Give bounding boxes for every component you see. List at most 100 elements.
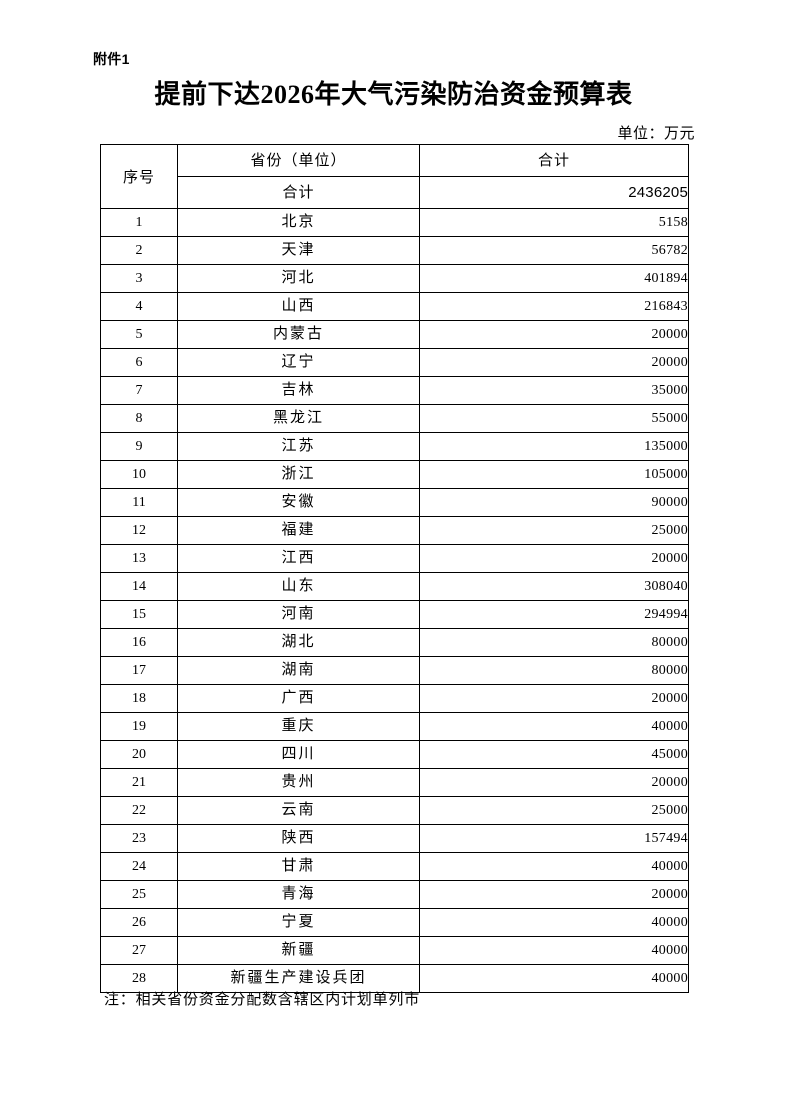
row-index: 1 bbox=[100, 208, 178, 237]
table-row: 8 黑龙江 55000 bbox=[100, 404, 689, 433]
row-index: 12 bbox=[100, 516, 178, 545]
row-index: 20 bbox=[100, 740, 178, 769]
row-index: 7 bbox=[100, 376, 178, 405]
table-row: 2 天津 56782 bbox=[100, 236, 689, 265]
row-index: 3 bbox=[100, 264, 178, 293]
column-header-province: 省份（单位） bbox=[177, 144, 420, 177]
table-row: 10 浙江 105000 bbox=[100, 460, 689, 489]
row-value: 294994 bbox=[419, 600, 689, 629]
row-value: 40000 bbox=[419, 936, 689, 965]
row-value: 401894 bbox=[419, 264, 689, 293]
table-row: 24 甘肃 40000 bbox=[100, 852, 689, 881]
row-province: 辽宁 bbox=[177, 348, 420, 377]
row-province: 广西 bbox=[177, 684, 420, 713]
row-province: 江西 bbox=[177, 544, 420, 573]
row-value: 90000 bbox=[419, 488, 689, 517]
row-index: 25 bbox=[100, 880, 178, 909]
row-province: 江苏 bbox=[177, 432, 420, 461]
row-index: 17 bbox=[100, 656, 178, 685]
row-index: 22 bbox=[100, 796, 178, 825]
table-row: 12 福建 25000 bbox=[100, 516, 689, 545]
total-row-value: 2436205 bbox=[419, 176, 689, 209]
table-row: 22 云南 25000 bbox=[100, 796, 689, 825]
row-province: 云南 bbox=[177, 796, 420, 825]
row-value: 308040 bbox=[419, 572, 689, 601]
row-value: 45000 bbox=[419, 740, 689, 769]
row-index: 18 bbox=[100, 684, 178, 713]
row-value: 25000 bbox=[419, 796, 689, 825]
table-row: 19 重庆 40000 bbox=[100, 712, 689, 741]
row-index: 26 bbox=[100, 908, 178, 937]
table-row: 6 辽宁 20000 bbox=[100, 348, 689, 377]
table-row: 13 江西 20000 bbox=[100, 544, 689, 573]
row-value: 20000 bbox=[419, 880, 689, 909]
row-index: 28 bbox=[100, 964, 178, 993]
row-value: 216843 bbox=[419, 292, 689, 321]
row-value: 25000 bbox=[419, 516, 689, 545]
row-index: 2 bbox=[100, 236, 178, 265]
row-value: 157494 bbox=[419, 824, 689, 853]
row-value: 35000 bbox=[419, 376, 689, 405]
row-index: 11 bbox=[100, 488, 178, 517]
row-province: 山东 bbox=[177, 572, 420, 601]
column-header-total: 合计 bbox=[419, 144, 689, 177]
row-index: 13 bbox=[100, 544, 178, 573]
row-value: 20000 bbox=[419, 544, 689, 573]
row-value: 40000 bbox=[419, 908, 689, 937]
table-row: 17 湖南 80000 bbox=[100, 656, 689, 685]
row-province: 黑龙江 bbox=[177, 404, 420, 433]
row-index: 16 bbox=[100, 628, 178, 657]
row-province: 新疆 bbox=[177, 936, 420, 965]
row-value: 5158 bbox=[419, 208, 689, 237]
row-value: 80000 bbox=[419, 628, 689, 657]
table-row: 28 新疆生产建设兵团 40000 bbox=[100, 964, 689, 993]
row-index: 21 bbox=[100, 768, 178, 797]
table-row: 20 四川 45000 bbox=[100, 740, 689, 769]
row-value: 40000 bbox=[419, 852, 689, 881]
row-value: 20000 bbox=[419, 320, 689, 349]
table-row: 23 陕西 157494 bbox=[100, 824, 689, 853]
row-province: 湖北 bbox=[177, 628, 420, 657]
table-row: 9 江苏 135000 bbox=[100, 432, 689, 461]
table-row: 26 宁夏 40000 bbox=[100, 908, 689, 937]
row-value: 135000 bbox=[419, 432, 689, 461]
table-header-row-1: 序号 省份（单位） 合计 bbox=[100, 144, 689, 209]
row-province: 吉林 bbox=[177, 376, 420, 405]
row-province: 青海 bbox=[177, 880, 420, 909]
row-province: 福建 bbox=[177, 516, 420, 545]
row-province: 甘肃 bbox=[177, 852, 420, 881]
budget-table-container: 序号 省份（单位） 合计 合计 2436205 1 北京 5158 2 天津 56782 3… bbox=[100, 144, 689, 993]
row-index: 27 bbox=[100, 936, 178, 965]
row-province: 陕西 bbox=[177, 824, 420, 853]
row-index: 5 bbox=[100, 320, 178, 349]
row-province: 浙江 bbox=[177, 460, 420, 489]
table-row: 11 安徽 90000 bbox=[100, 488, 689, 517]
row-index: 9 bbox=[100, 432, 178, 461]
table-row: 5 内蒙古 20000 bbox=[100, 320, 689, 349]
row-value: 55000 bbox=[419, 404, 689, 433]
row-province: 重庆 bbox=[177, 712, 420, 741]
row-province: 河北 bbox=[177, 264, 420, 293]
table-row: 15 河南 294994 bbox=[100, 600, 689, 629]
table-row: 21 贵州 20000 bbox=[100, 768, 689, 797]
page-title: 提前下达2026年大气污染防治资金预算表 bbox=[154, 80, 633, 109]
row-province: 贵州 bbox=[177, 768, 420, 797]
table-total-row: 合计 2436205 bbox=[101, 176, 689, 209]
table-row: 16 湖北 80000 bbox=[100, 628, 689, 657]
row-province: 湖南 bbox=[177, 656, 420, 685]
row-value: 20000 bbox=[419, 348, 689, 377]
row-value: 105000 bbox=[419, 460, 689, 489]
row-value: 20000 bbox=[419, 684, 689, 713]
row-value: 20000 bbox=[419, 768, 689, 797]
row-index: 6 bbox=[100, 348, 178, 377]
row-index: 10 bbox=[100, 460, 178, 489]
table-row: 14 山东 308040 bbox=[100, 572, 689, 601]
row-index: 4 bbox=[100, 292, 178, 321]
table-row: 1 北京 5158 bbox=[100, 208, 689, 237]
row-province: 新疆生产建设兵团 bbox=[177, 964, 420, 993]
table-row: 27 新疆 40000 bbox=[100, 936, 689, 965]
row-value: 40000 bbox=[419, 964, 689, 993]
row-province: 宁夏 bbox=[177, 908, 420, 937]
row-index: 14 bbox=[100, 572, 178, 601]
